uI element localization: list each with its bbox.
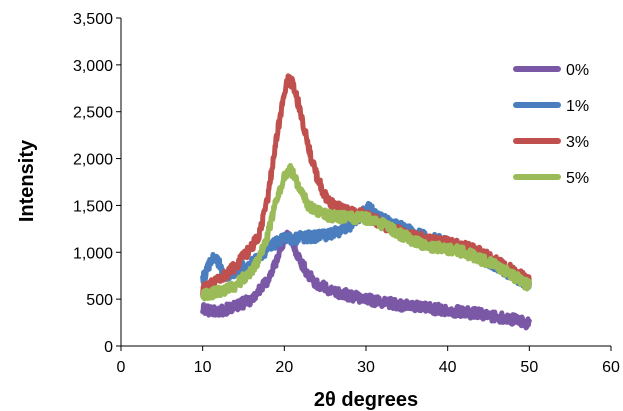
y-tick-label: 1,000 bbox=[73, 245, 113, 262]
x-tick-label: 10 bbox=[194, 359, 212, 376]
y-tick-label: 2,500 bbox=[73, 105, 113, 122]
series-line-1 bbox=[200, 229, 532, 331]
x-axis-title: 2θ degrees bbox=[314, 389, 418, 411]
ticks-layer: 0 500 1,000 1,500 2,000 2,500 3,000 3,500 0 10 20 3… bbox=[73, 11, 620, 376]
legend-label: 5% bbox=[566, 170, 589, 187]
x-tick-label: 20 bbox=[275, 359, 293, 376]
y-tick-label: 2,000 bbox=[73, 152, 113, 169]
series-line-4 bbox=[200, 162, 532, 302]
y-tick-label: 1,500 bbox=[73, 198, 113, 215]
x-tick-label: 50 bbox=[520, 359, 538, 376]
legend-label: 1% bbox=[566, 98, 589, 115]
y-tick-label: 3,500 bbox=[73, 11, 113, 28]
x-tick-label: 0 bbox=[117, 359, 126, 376]
x-tick-label: 60 bbox=[602, 359, 620, 376]
legend-label: 0% bbox=[566, 62, 589, 79]
y-tick-label: 500 bbox=[86, 292, 113, 309]
y-axis-title: Intensity bbox=[16, 139, 38, 222]
legend: 0% 1% 3% 5% bbox=[513, 62, 589, 187]
x-tick-label: 30 bbox=[357, 359, 375, 376]
y-tick-label: 3,000 bbox=[73, 58, 113, 75]
legend-label: 3% bbox=[566, 134, 589, 151]
y-tick-label: 0 bbox=[104, 339, 113, 356]
series-layer bbox=[200, 73, 532, 331]
x-tick-label: 40 bbox=[439, 359, 457, 376]
